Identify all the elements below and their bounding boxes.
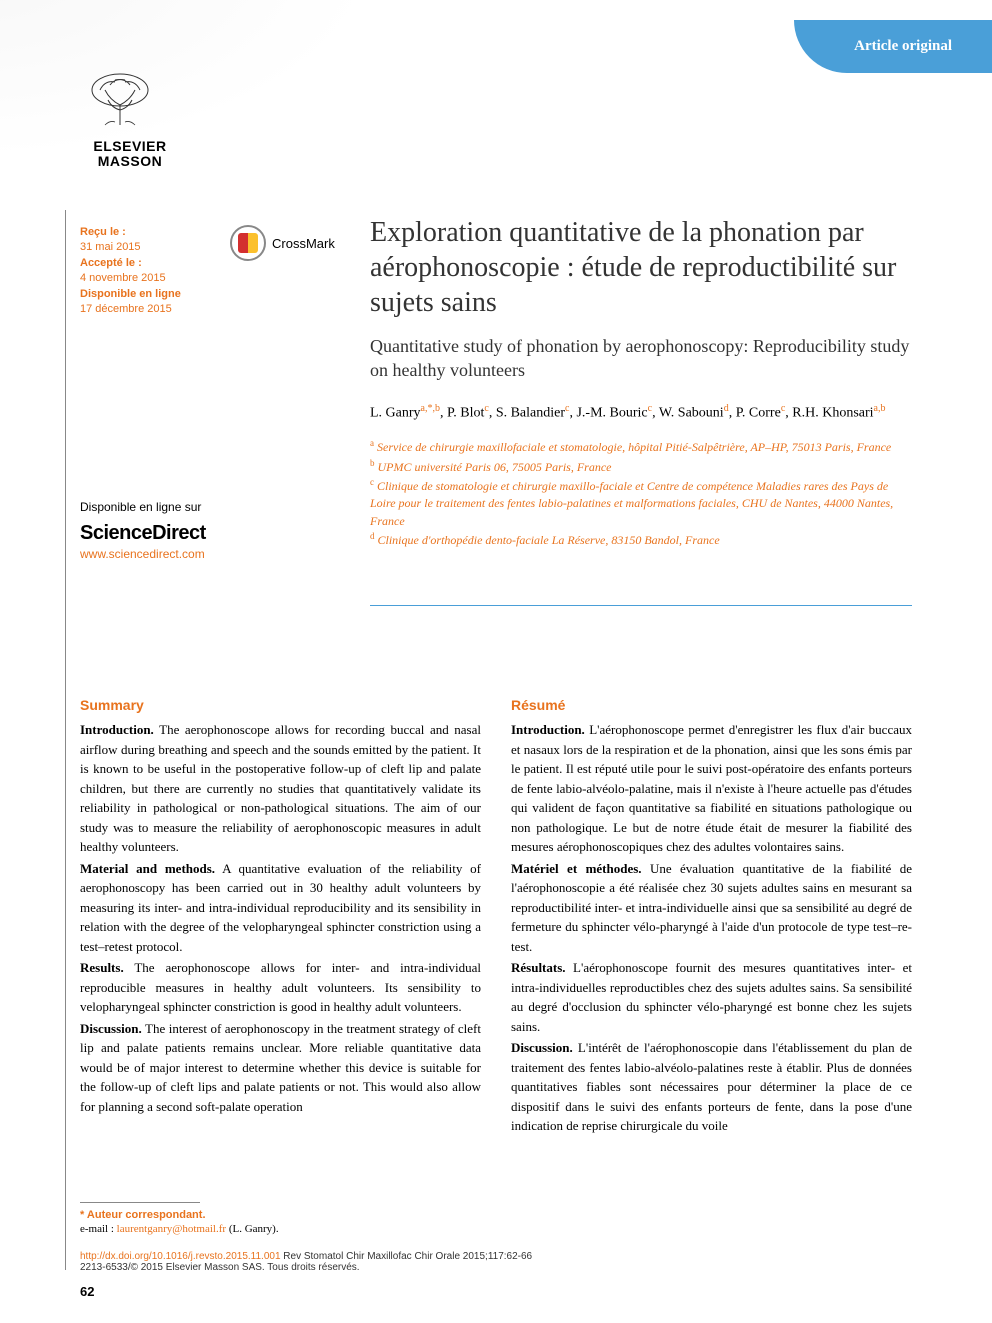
corresponding-author-label: * Auteur correspondant. xyxy=(80,1209,912,1221)
received-label: Reçu le : xyxy=(80,226,126,238)
summary-discussion-label: Discussion. xyxy=(80,1021,142,1036)
resume-heading: Résumé xyxy=(511,695,912,716)
crossmark-button[interactable]: CrossMark xyxy=(230,225,335,261)
summary-column: Summary Introduction. The aerophonoscope… xyxy=(80,695,481,1138)
summary-methods-label: Material and methods. xyxy=(80,861,215,876)
publisher-logo: ELSEVIER MASSON xyxy=(80,70,180,170)
article-type-badge: Article original xyxy=(794,20,992,73)
copyright-text: 2213-6533/© 2015 Elsevier Masson SAS. To… xyxy=(80,1262,912,1273)
accepted-date: 4 novembre 2015 xyxy=(80,272,166,284)
crossmark-label: CrossMark xyxy=(272,236,335,251)
available-online-label: Disponible en ligne sur xyxy=(80,500,206,514)
accepted-label: Accepté le : xyxy=(80,257,142,269)
summary-heading: Summary xyxy=(80,695,481,716)
crossmark-icon xyxy=(230,225,266,261)
summary-intro-text: The aerophonoscope allows for recording … xyxy=(80,722,481,854)
authors-list: L. Ganrya,*,b, P. Blotc, S. Balandierc, … xyxy=(370,401,912,424)
page-number: 62 xyxy=(80,1284,94,1299)
elsevier-tree-icon xyxy=(80,70,160,130)
citation-text: Rev Stomatol Chir Maxillofac Chir Orale … xyxy=(281,1251,533,1262)
article-title-french: Exploration quantitative de la phonation… xyxy=(370,215,912,320)
article-dates: Reçu le : 31 mai 2015 Accepté le : 4 nov… xyxy=(80,225,181,317)
summary-intro-label: Introduction. xyxy=(80,722,154,737)
sciencedirect-logo: ScienceDirect xyxy=(80,522,206,545)
summary-results-label: Results. xyxy=(80,960,124,975)
horizontal-rule xyxy=(370,605,912,606)
resume-intro-label: Introduction. xyxy=(511,722,585,737)
corresponding-email[interactable]: laurentganry@hotmail.fr xyxy=(117,1223,226,1235)
sciencedirect-block: Disponible en ligne sur ScienceDirect ww… xyxy=(80,500,206,561)
article-title-english: Quantitative study of phonation by aerop… xyxy=(370,334,912,383)
footer: * Auteur correspondant. e-mail : laurent… xyxy=(80,1202,912,1273)
received-date: 31 mai 2015 xyxy=(80,241,141,253)
online-date: 17 décembre 2015 xyxy=(80,303,172,315)
resume-column: Résumé Introduction. L'aérophonoscope pe… xyxy=(511,695,912,1138)
email-label: e-mail : xyxy=(80,1223,117,1235)
sciencedirect-url[interactable]: www.sciencedirect.com xyxy=(80,547,206,561)
resume-intro-text: L'aérophonoscope permet d'enregistrer le… xyxy=(511,722,912,854)
resume-discussion-label: Discussion. xyxy=(511,1040,573,1055)
email-author-name: (L. Ganry). xyxy=(226,1223,279,1235)
resume-results-label: Résultats. xyxy=(511,960,566,975)
affiliations-list: a Service de chirurgie maxillofaciale et… xyxy=(370,437,912,549)
resume-methods-label: Matériel et méthodes. xyxy=(511,861,642,876)
publisher-name: ELSEVIER MASSON xyxy=(80,139,180,170)
footer-rule xyxy=(80,1202,200,1203)
decorative-corner xyxy=(0,0,380,160)
left-margin-rule xyxy=(65,210,66,1270)
doi-link[interactable]: http://dx.doi.org/10.1016/j.revsto.2015.… xyxy=(80,1251,281,1262)
summary-results-text: The aerophonoscope allows for inter- and… xyxy=(80,960,481,1014)
resume-results-text: L'aérophonoscope fournit des mesures qua… xyxy=(511,960,912,1034)
online-label: Disponible en ligne xyxy=(80,288,181,300)
